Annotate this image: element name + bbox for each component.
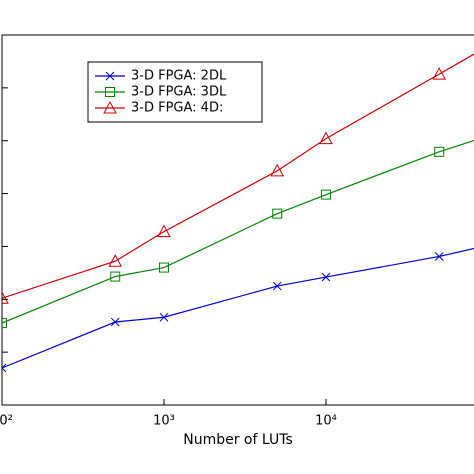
marker	[2, 318, 7, 329]
legend-label: 3-D FPGA: 3DL	[131, 85, 227, 100]
marker	[320, 189, 331, 200]
marker	[432, 67, 447, 80]
legend-marker	[105, 71, 115, 81]
marker	[2, 363, 7, 373]
legend-label: 3-D FPGA: 4D:	[131, 101, 223, 116]
series-line	[2, 247, 474, 369]
legend-marker	[105, 87, 115, 97]
x-tick-label: 10²	[0, 414, 13, 429]
series-line	[2, 53, 474, 299]
plot-area	[2, 53, 474, 373]
marker	[319, 131, 333, 145]
x-axis-label: Number of LUTs	[183, 432, 293, 448]
marker	[157, 224, 171, 238]
legend-label: 3-D FPGA: 2DL	[131, 69, 227, 84]
marker	[434, 146, 445, 157]
marker	[159, 312, 169, 322]
axes-frame	[1, 34, 474, 406]
marker	[110, 271, 121, 282]
marker	[272, 281, 282, 291]
marker	[321, 272, 331, 282]
marker	[110, 317, 120, 327]
x-tick-label: 10⁴	[315, 414, 337, 429]
x-tick-label: 10³	[153, 414, 175, 429]
marker	[434, 252, 444, 261]
legend-marker	[103, 100, 117, 114]
series-line	[2, 139, 474, 324]
marker	[158, 262, 169, 273]
marker	[2, 291, 9, 304]
marker	[272, 208, 283, 219]
marker	[108, 254, 123, 267]
marker	[270, 163, 285, 177]
